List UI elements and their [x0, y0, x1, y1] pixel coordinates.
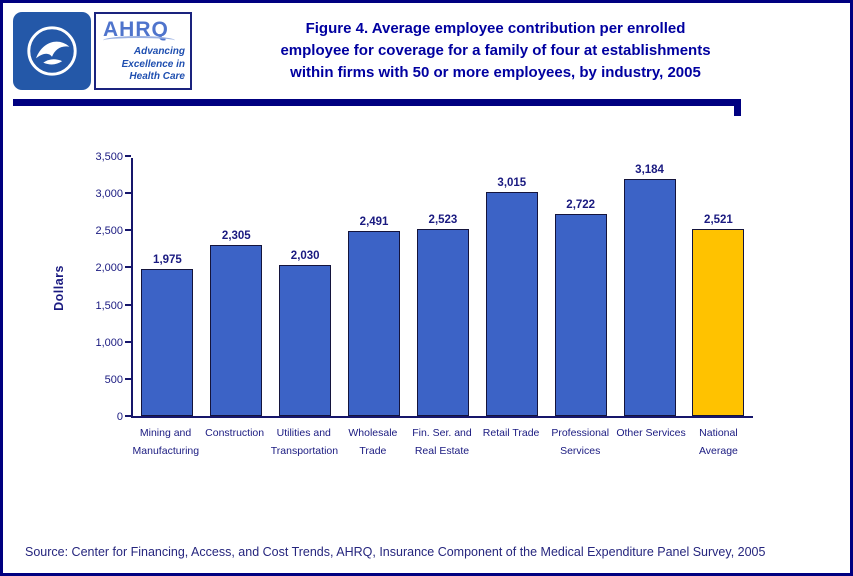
figure-title: Figure 4. Average employee contribution …	[199, 12, 838, 83]
ahrq-tagline-line: Excellence in	[121, 58, 185, 70]
y-tick-label: 500	[104, 373, 123, 386]
bar-group: 1,975	[135, 254, 199, 416]
y-tick-mark	[125, 229, 131, 232]
y-tick-mark	[125, 415, 131, 417]
y-tick-label: 3,500	[95, 151, 123, 163]
bar-value-label: 2,491	[359, 215, 389, 228]
logo-group: AHRQ Advancing Excellence in Health Care	[13, 12, 199, 90]
bar-group: 2,521	[686, 214, 750, 416]
x-axis-category-label: Utilities and Transportation	[270, 427, 339, 457]
bar	[279, 265, 332, 416]
bar-group: 2,523	[411, 214, 475, 416]
y-tick-mark	[125, 340, 131, 343]
ahrq-swoosh-icon	[103, 36, 175, 45]
bar-value-label: 2,030	[290, 250, 320, 263]
figure-title-line: employee for coverage for a family of fo…	[280, 41, 711, 59]
bar-group: 2,030	[273, 250, 337, 416]
bar	[141, 269, 194, 416]
header-divider	[13, 99, 741, 116]
x-axis-category-label: Construction	[205, 427, 265, 439]
y-tick-mark	[125, 155, 131, 157]
y-tick-mark	[125, 192, 131, 195]
bar-value-label: 3,015	[497, 177, 527, 190]
bar	[623, 179, 676, 416]
y-tick-label: 0	[116, 411, 123, 423]
hhs-logo	[13, 12, 91, 90]
ahrq-logo-text: AHRQ	[103, 18, 169, 41]
figure-title-line: within firms with 50 or more employees, …	[290, 63, 701, 81]
bar	[485, 192, 538, 416]
ahrq-tagline-line: Advancing	[133, 46, 185, 57]
ahrq-tagline-line: Health Care	[129, 71, 185, 82]
bar-value-label: 2,523	[428, 213, 458, 226]
ahrq-tagline: Advancing Excellence in Health Care	[103, 46, 185, 84]
y-tick-label: 2,500	[95, 225, 123, 238]
x-axis-category-label: Other Services	[616, 427, 686, 439]
figure-title-line: Figure 4. Average employee contribution …	[305, 20, 686, 37]
x-axis-category-label: Retail Trade	[482, 427, 540, 439]
bar-value-label: 2,521	[704, 213, 733, 226]
bar-value-label: 1,975	[153, 254, 182, 267]
bar	[348, 230, 401, 416]
x-axis-category-label: Wholesale Trade	[348, 427, 398, 457]
y-tick-label: 2,000	[95, 262, 123, 275]
bar-value-label: 2,722	[566, 198, 596, 211]
bar-group: 2,305	[204, 230, 268, 416]
ahrq-logo: AHRQ Advancing Excellence in Health Care	[94, 12, 192, 90]
plot-outer: 0 500 1,000 1,500 2,000 2,500 3,000 3,500 1,975 2…	[95, 151, 753, 461]
bar	[692, 228, 745, 416]
bar-group: 3,184	[618, 164, 682, 416]
bar	[554, 213, 607, 416]
x-axis-category-label: National Average	[698, 427, 738, 457]
bar-value-label: 2,305	[221, 229, 251, 242]
y-axis-title: Dollars	[52, 265, 66, 311]
bar-chart: Dollars 0 500 1,000 1,500 2,000 2,500 3,000 3,5…	[49, 151, 850, 461]
bar-value-label: 3,184	[635, 164, 664, 177]
y-tick-mark	[125, 266, 131, 269]
bar-group: 2,491	[342, 216, 406, 416]
x-axis-category-label: Fin. Ser. and Real Estate	[412, 427, 472, 457]
y-tick-label: 1,000	[95, 336, 123, 349]
hhs-eagle-icon	[27, 26, 77, 76]
y-tick-label: 1,500	[95, 299, 123, 312]
plot-area: 0 500 1,000 1,500 2,000 2,500 3,000 3,500 1,975 2…	[95, 151, 753, 423]
x-axis-category-label: Mining and Manufacturing	[132, 427, 200, 457]
bar-group: 3,015	[480, 177, 544, 416]
source-note: Source: Center for Financing, Access, an…	[25, 545, 766, 559]
header: AHRQ Advancing Excellence in Health Care…	[3, 3, 850, 90]
y-tick-mark	[125, 377, 131, 380]
bar	[416, 228, 469, 416]
x-axis-category-label: Professional Services	[551, 427, 610, 457]
y-tick-mark	[125, 303, 131, 306]
x-axis-labels: Mining and Manufacturing Construction Utili…	[131, 425, 753, 461]
bar-group: 2,722	[549, 199, 613, 416]
y-tick-label: 3,000	[95, 188, 123, 201]
bar	[210, 244, 263, 416]
